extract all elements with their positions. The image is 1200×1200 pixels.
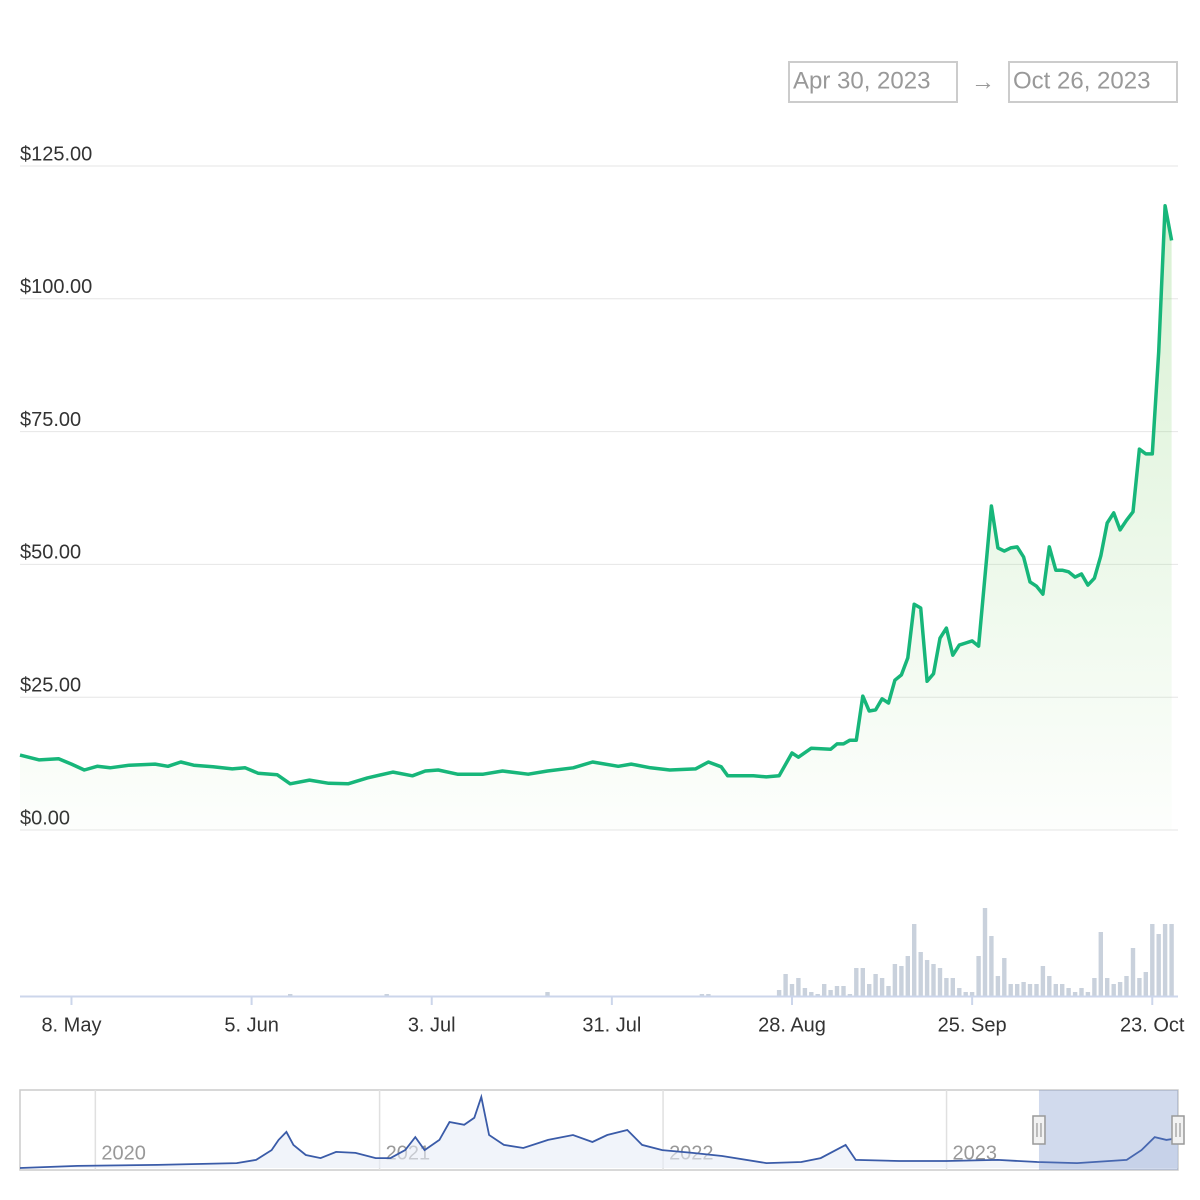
volume-bar (1117, 982, 1123, 996)
volume-bar (924, 960, 930, 996)
price-area (20, 205, 1172, 831)
volume-bar (545, 992, 550, 996)
volume-bar (841, 986, 846, 996)
volume-bar (1111, 984, 1116, 996)
navigator-handle-box (1171, 1115, 1185, 1145)
volume-bar (899, 966, 904, 996)
y-tick-label: $75.00 (20, 409, 81, 431)
range-arrow: → (971, 68, 995, 95)
volume-bar (1162, 924, 1168, 996)
volume-bar (776, 990, 782, 996)
volume-bar (879, 978, 885, 996)
volume-bar (1137, 978, 1142, 996)
y-tick-label: $50.00 (20, 542, 81, 564)
navigator-area (20, 1097, 1178, 1168)
navigator-handle[interactable] (1032, 1115, 1046, 1145)
y-tick-label: $25.00 (20, 674, 81, 696)
volume-bar (1008, 984, 1013, 996)
volume-bar (1002, 958, 1007, 996)
volume-bar (809, 992, 814, 996)
volume-bar (802, 988, 808, 996)
volume-bar (944, 978, 949, 996)
x-tick-label: 5. Jun (224, 1014, 278, 1036)
volume-bar (1015, 984, 1020, 996)
volume-bar (847, 994, 853, 996)
volume-bar (1130, 948, 1136, 996)
volume-bar (699, 994, 705, 996)
x-tick-label: 8. May (41, 1014, 101, 1036)
volume-bar (1085, 992, 1091, 996)
navigator-selection (1038, 1090, 1178, 1170)
volume-bar (1072, 992, 1078, 996)
range-to[interactable]: Oct 26, 2023 (1013, 67, 1150, 94)
x-tick-label: 31. Jul (582, 1014, 641, 1036)
volume-bar (1079, 988, 1084, 996)
volume-bar (969, 992, 975, 996)
volume-bar (288, 994, 293, 996)
navigator-handle[interactable] (1171, 1115, 1185, 1145)
volume-bar (867, 984, 872, 996)
volume-bar (905, 956, 910, 996)
volume-bar (886, 986, 891, 996)
volume-bar (834, 986, 840, 996)
volume-bar (937, 968, 943, 996)
volume-bar (1053, 984, 1058, 996)
volume-bar (1124, 976, 1129, 996)
navigator-tick-label: 2020 (101, 1142, 146, 1164)
volume-bar (873, 974, 878, 996)
volume-bar (976, 956, 981, 996)
volume-bar (892, 964, 898, 996)
volume-bar (789, 984, 795, 996)
volume-bar (1169, 924, 1174, 996)
volume-bar (860, 968, 865, 996)
volume-bar (796, 978, 801, 996)
volume-bar (822, 984, 827, 996)
volume-bar (1040, 966, 1046, 996)
volume-bar (982, 908, 988, 996)
volume-bar (1034, 984, 1039, 996)
volume-bar (989, 936, 994, 996)
x-tick-label: 25. Sep (938, 1014, 1007, 1036)
volume-bar (828, 990, 833, 996)
range-from[interactable]: Apr 30, 2023 (793, 67, 930, 94)
x-tick-label: 23. Oct (1120, 1014, 1185, 1036)
volume-bar (995, 976, 1001, 996)
range-to-box[interactable] (1008, 61, 1178, 103)
volume-bar (384, 994, 389, 996)
navigator-tick-label: 2023 (953, 1142, 998, 1164)
volume-bar (1066, 988, 1071, 996)
x-tick-label: 3. Jul (408, 1014, 456, 1036)
x-tick-label: 28. Aug (758, 1014, 826, 1036)
volume-bar (815, 994, 820, 996)
volume-bar (963, 992, 968, 996)
volume-bar (918, 952, 923, 996)
navigator-handle-box (1032, 1115, 1046, 1145)
y-tick-label: $125.00 (20, 143, 92, 165)
range-from-box[interactable] (788, 61, 958, 103)
volume-bar (1021, 982, 1026, 996)
volume-bar (1060, 984, 1065, 996)
y-tick-label: $100.00 (20, 276, 92, 298)
volume-bar (931, 964, 936, 996)
volume-bar (1150, 924, 1155, 996)
volume-bar (706, 994, 711, 996)
volume-bar (854, 968, 859, 996)
volume-bar (1027, 984, 1033, 996)
volume-bar (1105, 978, 1110, 996)
navigator-line (19, 1093, 1179, 1169)
price-line (19, 204, 1174, 786)
volume-bar (1098, 932, 1103, 996)
volume-bar (1143, 972, 1148, 996)
volume-bar (957, 988, 962, 996)
volume-bar (783, 974, 788, 996)
volume-bar (912, 924, 917, 996)
volume-bar (1047, 976, 1052, 996)
volume-bar (1092, 978, 1097, 996)
volume-bar (950, 978, 955, 996)
volume-bar (1156, 934, 1161, 996)
